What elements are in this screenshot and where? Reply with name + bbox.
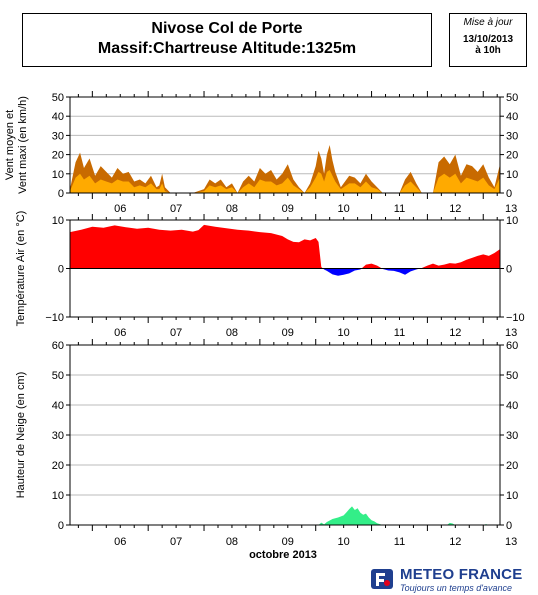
update-date: 13/10/2013 (462, 34, 514, 45)
x-tick-label: 10 (338, 536, 350, 548)
meteo-france-emblem-icon (371, 569, 393, 589)
y-tick-label-left: 10 (52, 490, 64, 502)
y-tick-label-right: 10 (506, 490, 518, 502)
y-tick-label-right: 20 (506, 460, 518, 472)
x-tick-label: 09 (282, 203, 294, 215)
x-tick-label: 12 (449, 536, 461, 548)
x-tick-label: 12 (449, 327, 461, 339)
plot-frame (69, 96, 501, 194)
y-tick-label-left: 40 (52, 400, 64, 412)
y-tick-label-right: 40 (506, 400, 518, 412)
y-tick-label-right: 50 (506, 92, 518, 104)
y-tick-label-left: 0 (58, 188, 64, 200)
y-tick-label-left: 40 (52, 111, 64, 123)
x-tick-label: 07 (170, 536, 182, 548)
y-tick-label-left: 10 (52, 169, 64, 181)
x-tick-label: 07 (170, 327, 182, 339)
logo-tagline: Toujours un temps d'avance (400, 583, 512, 593)
y-tick-label-left: 50 (52, 92, 64, 104)
wind_mean-area (70, 169, 500, 193)
y-tick-label-left: 10 (52, 215, 64, 227)
y-axis-label: Vent maxi (en km/h) (17, 96, 29, 194)
y-axis-label: Température Air (en °C) (15, 211, 27, 327)
x-axis-label: octobre 2013 (249, 549, 317, 561)
y-axis-label: Vent moyen et (4, 110, 16, 180)
y-tick-label-left: 20 (52, 460, 64, 472)
y-tick-label-right: 60 (506, 340, 518, 352)
y-tick-label-left: 50 (52, 370, 64, 382)
x-tick-label: 07 (170, 203, 182, 215)
update-time: à 10h (475, 45, 501, 56)
wind_max-area (70, 145, 500, 193)
chart-panel-2 (66, 214, 504, 323)
y-tick-label-right: 10 (506, 215, 518, 227)
x-tick-label: 10 (338, 327, 350, 339)
x-tick-label: 12 (449, 203, 461, 215)
temperature-negative-area (70, 268, 500, 276)
x-tick-label: 08 (226, 327, 238, 339)
y-tick-label-left: 30 (52, 430, 64, 442)
x-tick-label: 11 (394, 327, 405, 339)
y-tick-label-left: −10 (45, 312, 64, 324)
x-tick-label: 13 (505, 203, 517, 215)
x-tick-label: 11 (394, 203, 405, 215)
y-tick-label-left: 20 (52, 150, 64, 162)
temperature-positive-area (70, 224, 500, 269)
x-tick-label: 06 (114, 327, 126, 339)
update-box: Mise à jour 13/10/2013 à 10h (449, 13, 527, 67)
x-tick-label: 09 (282, 536, 294, 548)
x-tick-label: 13 (505, 536, 517, 548)
y-tick-label-right: 0 (506, 520, 512, 532)
x-tick-label: 08 (226, 203, 238, 215)
x-tick-label: 08 (226, 536, 238, 548)
snow_depth-area (70, 506, 500, 525)
x-tick-label: 09 (282, 327, 294, 339)
y-tick-label-right: 30 (506, 430, 518, 442)
y-tick-label-left: 0 (58, 520, 64, 532)
station-name: Nivose Col de Porte (151, 20, 303, 37)
y-tick-label-right: 40 (506, 111, 518, 123)
x-tick-label: 11 (394, 536, 405, 548)
chart-panel-1 (66, 91, 504, 199)
x-tick-label: 13 (505, 327, 517, 339)
y-tick-label-right: −10 (506, 312, 525, 324)
y-tick-label-right: 50 (506, 370, 518, 382)
y-tick-label-right: 20 (506, 150, 518, 162)
update-label: Mise à jour (463, 17, 513, 28)
logo-name: METEO FRANCE (400, 566, 523, 583)
y-tick-label-left: 0 (58, 264, 64, 276)
x-tick-label: 10 (338, 203, 350, 215)
station-title-box: Nivose Col de Porte Massif:Chartreuse Al… (22, 13, 432, 67)
chart-panel-3 (66, 339, 504, 531)
y-tick-label-left: 60 (52, 340, 64, 352)
x-tick-label: 06 (114, 203, 126, 215)
y-tick-label-right: 0 (506, 264, 512, 276)
y-axis-label: Hauteur de Neige (en cm) (15, 372, 27, 499)
station-massif-altitude: Massif:Chartreuse Altitude:1325m (97, 40, 357, 57)
y-tick-label-right: 30 (506, 130, 518, 142)
y-tick-label-left: 30 (52, 130, 64, 142)
y-tick-label-right: 10 (506, 169, 518, 181)
meteo-france-logo: METEO FRANCE Toujours un temps d'avance (368, 566, 538, 594)
y-tick-label-right: 0 (506, 188, 512, 200)
x-tick-label: 06 (114, 536, 126, 548)
